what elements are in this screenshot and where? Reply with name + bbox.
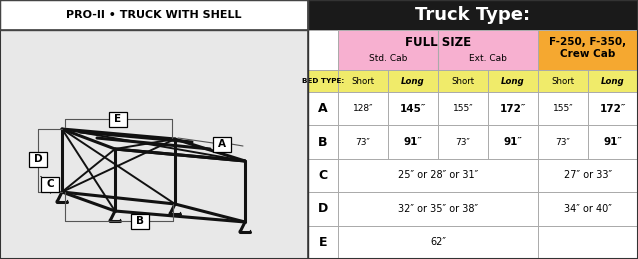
Text: 155″: 155″ bbox=[553, 104, 574, 113]
Text: 73″: 73″ bbox=[456, 138, 470, 147]
Text: 62″: 62″ bbox=[430, 237, 446, 247]
Bar bbox=[213, 137, 231, 152]
Text: FULL SIZE: FULL SIZE bbox=[405, 36, 471, 49]
Text: 145″: 145″ bbox=[400, 104, 426, 114]
Bar bbox=[308, 226, 638, 259]
Bar bbox=[538, 30, 638, 70]
Bar bbox=[0, 0, 308, 30]
Text: 27″ or 33″: 27″ or 33″ bbox=[564, 170, 612, 181]
Text: 25″ or 28″ or 31″: 25″ or 28″ or 31″ bbox=[398, 170, 478, 181]
Text: 172″: 172″ bbox=[600, 104, 627, 114]
Bar bbox=[308, 0, 638, 259]
Text: Long: Long bbox=[501, 76, 525, 85]
Text: 128″: 128″ bbox=[353, 104, 373, 113]
Text: D: D bbox=[318, 202, 328, 215]
Text: 32″ or 35″ or 38″: 32″ or 35″ or 38″ bbox=[398, 204, 478, 214]
Text: C: C bbox=[46, 179, 54, 189]
Bar bbox=[308, 125, 638, 159]
Text: F-250, F-350,
Crew Cab: F-250, F-350, Crew Cab bbox=[549, 37, 627, 59]
Text: Short: Short bbox=[352, 76, 375, 85]
Text: 91″: 91″ bbox=[403, 137, 422, 147]
Text: E: E bbox=[319, 236, 327, 249]
Bar bbox=[109, 112, 127, 127]
Text: A: A bbox=[318, 102, 328, 115]
Text: Std. Cab: Std. Cab bbox=[369, 54, 407, 63]
Text: 91″: 91″ bbox=[604, 137, 623, 147]
Text: B: B bbox=[136, 216, 144, 226]
Text: Long: Long bbox=[601, 76, 625, 85]
Bar bbox=[308, 70, 638, 92]
Text: Short: Short bbox=[452, 76, 475, 85]
Text: Ext. Cab: Ext. Cab bbox=[469, 54, 507, 63]
Text: 91″: 91″ bbox=[503, 137, 523, 147]
Text: D: D bbox=[34, 154, 42, 164]
Text: E: E bbox=[114, 114, 122, 124]
Text: Truck Type:: Truck Type: bbox=[415, 6, 531, 24]
Bar bbox=[308, 92, 638, 125]
Text: Short: Short bbox=[551, 76, 575, 85]
Text: C: C bbox=[318, 169, 327, 182]
Text: 172″: 172″ bbox=[500, 104, 526, 114]
Text: PRO-II • TRUCK WITH SHELL: PRO-II • TRUCK WITH SHELL bbox=[66, 10, 242, 20]
Bar bbox=[308, 192, 638, 226]
Text: 73″: 73″ bbox=[556, 138, 570, 147]
Bar bbox=[308, 30, 338, 70]
Bar bbox=[29, 152, 47, 167]
Bar bbox=[0, 0, 308, 30]
Text: B: B bbox=[318, 136, 328, 149]
Text: A: A bbox=[218, 139, 226, 149]
Text: 34″ or 40″: 34″ or 40″ bbox=[564, 204, 612, 214]
Text: BED TYPE:: BED TYPE: bbox=[302, 78, 344, 84]
Text: 73″: 73″ bbox=[355, 138, 371, 147]
Text: Long: Long bbox=[401, 76, 425, 85]
Bar bbox=[308, 0, 638, 30]
Bar bbox=[131, 214, 149, 229]
Bar bbox=[338, 30, 538, 70]
Text: 155″: 155″ bbox=[453, 104, 473, 113]
Bar bbox=[308, 159, 638, 192]
Bar bbox=[0, 30, 308, 259]
Bar bbox=[41, 177, 59, 192]
